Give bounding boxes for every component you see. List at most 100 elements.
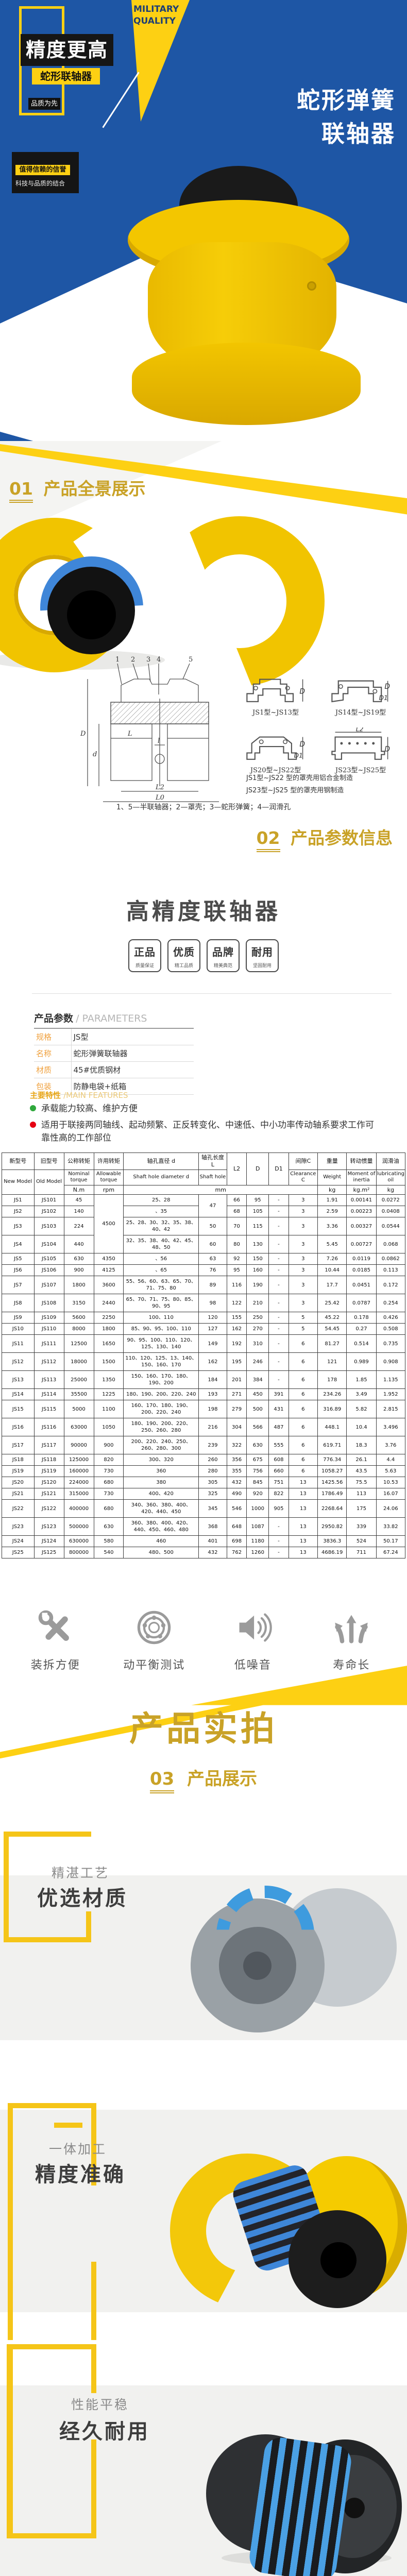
spec-cell: 400、420 [123, 1488, 199, 1500]
spec-cell: 246 [246, 1352, 269, 1371]
showcase-1-frame-right [86, 1911, 91, 1942]
spec-row: JS10 JS110 8000 1800 85、90、95、100、110 127 162 2… [2, 1323, 406, 1335]
spec-cell: 95 [226, 1264, 247, 1277]
dim-D: D [80, 730, 86, 738]
spec-cell: JS117 [33, 1436, 64, 1455]
spec-cell: 100、110 [123, 1312, 199, 1324]
spec-header-row-cn: 新型号 旧型号 公称转矩 许用转矩 轴孔直径 d 轴孔长度 L L2 D D1 … [2, 1153, 406, 1185]
spec-cell: 45.22 [317, 1312, 347, 1324]
hero-photo-flange [132, 343, 361, 425]
profile-2-aux: D1 [379, 694, 388, 702]
spec-cell: 6 [288, 1454, 318, 1466]
spec-cell: 130 [246, 1235, 269, 1254]
spec-cell: 0.172 [376, 1276, 406, 1295]
feature-low-noise: 低噪音 [209, 1608, 297, 1672]
spec-cell: 680 [93, 1499, 124, 1518]
profile-2-dim: D [384, 683, 390, 691]
showcase-3-frame-right-bottom [91, 2439, 96, 2538]
spec-cell: 13 [288, 1517, 318, 1536]
profile-3: D1 D JS20型~JS22型 [234, 727, 317, 774]
spec-cell: 800000 [63, 1547, 94, 1559]
spec-cell: - [268, 1535, 289, 1548]
spec-cell: JS13 [2, 1370, 35, 1389]
spec-cell: 730 [93, 1465, 124, 1478]
spec-cell: 162 [198, 1352, 227, 1371]
col-clearance-en: Clearance C [288, 1169, 318, 1185]
spec-cell: 150、160、170、180、190、200 [123, 1370, 199, 1389]
spec-cell: 178 [317, 1370, 347, 1389]
spec-row: JS4 JS104 440 32、35、38、40、42、45、48、50 60 80 13… [2, 1235, 406, 1254]
spec-cell: 5 [288, 1312, 318, 1324]
features-title: 主要特性 /MAIN FEATURES [30, 1090, 128, 1100]
feature-long-life: 寿命长 [308, 1608, 395, 1672]
spec-cell: 193 [198, 1388, 227, 1401]
showcase-1-frame-bottom [4, 1937, 91, 1942]
spec-cell: 2950.82 [317, 1517, 347, 1536]
spec-cell: 1180 [246, 1535, 269, 1548]
param-title-cn: 产品参数 [34, 1013, 74, 1024]
spec-cell: 110、120、125、13、140、150、160、170 [123, 1352, 199, 1371]
spec-cell: 440 [63, 1235, 94, 1254]
spec-cell: JS122 [33, 1499, 64, 1518]
spec-cell: 279 [226, 1400, 247, 1419]
spec-cell: JS4 [2, 1235, 35, 1254]
callout-4: 4 [157, 656, 161, 664]
param-row: 材质 45#优质钢材 [34, 1061, 194, 1078]
spec-cell: 0.0451 [346, 1276, 377, 1295]
col-clearance: 间隙C [288, 1153, 318, 1170]
spec-cell: 310 [246, 1334, 269, 1353]
spec-cell: 、35 [123, 1206, 199, 1218]
spec-cell: 845 [246, 1477, 269, 1489]
drawing-caption: 1、5—半联轴器；2—罩壳；3—蛇形弹簧；4—润滑孔 [116, 803, 291, 811]
showcase-2-big-label: 精度准确 [35, 2163, 126, 2187]
red-bullet-icon [30, 1122, 36, 1128]
spec-cell: 355 [226, 1465, 247, 1478]
spec-cell: 325 [198, 1488, 227, 1500]
spec-cell: 210 [246, 1294, 269, 1313]
spec-row: JS19 JS119 160000 730 360 280 355 756 660 6 1058.2… [2, 1465, 406, 1478]
spec-cell: 25、28 [123, 1194, 199, 1207]
spec-row: JS15 JS115 5000 1100 160、170、180、190、200、220… [2, 1400, 406, 1419]
spec-cell: 0.068 [376, 1235, 406, 1254]
divider [32, 993, 392, 994]
spec-cell: 0.0408 [376, 1206, 406, 1218]
spec-cell: - [268, 1352, 289, 1371]
showcase-2-frame-right-bottom [91, 2262, 96, 2340]
spec-cell: 630 [93, 1517, 124, 1536]
section2-title-text: 产品参数信息 [291, 828, 393, 848]
dim-L0: L0 [155, 794, 164, 802]
spec-cell: 3 [288, 1235, 318, 1254]
spec-cell: 2.815 [376, 1400, 406, 1419]
param-label: 规格 [34, 1028, 72, 1045]
hero-right-title: 蛇形弹簧 联轴器 [241, 83, 396, 151]
col-weight: 重量 [317, 1153, 347, 1170]
spec-cell: 6 [288, 1465, 318, 1478]
spec-cell: 0.514 [346, 1334, 377, 1353]
badge-durable: 耐用 坚固耐用 [246, 939, 279, 972]
spec-cell: - [268, 1312, 289, 1324]
spec-row: JS13 JS113 25000 1350 150、160、170、180、190、20… [2, 1370, 406, 1389]
spec-cell: 6 [288, 1400, 318, 1419]
section1-number: 01 [9, 479, 33, 503]
spec-cell: 65、70、71、75、80、85、90、95 [123, 1294, 199, 1313]
spec-cell: JS112 [33, 1352, 64, 1371]
profile-4-drawing: L2 D [331, 726, 390, 760]
profile-2-label: JS14型~JS19型 [335, 709, 386, 717]
showcase-2-frame-dash [54, 2123, 82, 2128]
spec-cell: 239 [198, 1436, 227, 1455]
spec-cell: 630000 [63, 1535, 94, 1548]
spec-cell: 3 [288, 1253, 318, 1265]
spec-row: JS2 JS102 140 、35 68 105-3 2.59 0.00223 0.0408 [2, 1206, 406, 1218]
spec-cell: 322 [226, 1436, 247, 1455]
profile-1-dim: D [299, 687, 305, 696]
spec-cell: 3.36 [317, 1217, 347, 1236]
unit-kgm2: kg.m² [346, 1184, 377, 1195]
spec-cell: 0.113 [376, 1264, 406, 1277]
spec-cell: 35500 [63, 1388, 94, 1401]
spec-cell: 0.0272 [376, 1194, 406, 1207]
spec-cell: 201 [226, 1370, 247, 1389]
spec-cell: 260 [198, 1454, 227, 1466]
col-new-model: 新型号 [2, 1153, 35, 1170]
showcase-2-frame-top [8, 2103, 96, 2108]
